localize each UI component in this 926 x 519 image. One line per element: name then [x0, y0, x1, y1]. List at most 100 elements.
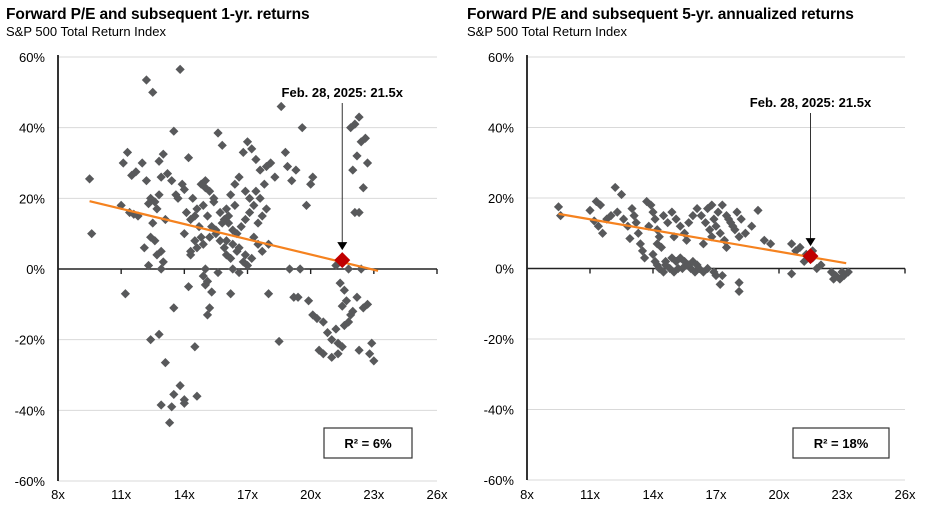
data-point	[257, 246, 267, 256]
data-point	[629, 211, 639, 221]
data-point	[369, 356, 379, 366]
r2-label: R² = 18%	[814, 436, 869, 451]
data-point	[352, 151, 362, 161]
data-point	[650, 256, 660, 267]
data-point	[598, 228, 608, 238]
data-point	[766, 239, 776, 249]
data-point	[633, 228, 643, 238]
data-point	[640, 253, 650, 263]
data-point	[707, 200, 717, 210]
chart-panel-1yr: Forward P/E and subsequent 1-yr. returns…	[6, 6, 310, 39]
data-point	[169, 389, 179, 400]
data-point	[654, 232, 664, 242]
data-point	[312, 313, 322, 324]
data-point	[221, 204, 232, 214]
data-point	[240, 250, 250, 260]
data-point	[118, 158, 128, 168]
data-point	[759, 235, 769, 245]
y-tick-label: -60%	[484, 473, 515, 488]
data-point	[831, 270, 841, 281]
data-point	[341, 296, 352, 306]
data-point	[226, 190, 236, 200]
data-point	[646, 200, 656, 210]
data-point	[198, 239, 208, 249]
data-point	[146, 335, 156, 345]
data-point	[354, 207, 364, 218]
data-point	[740, 228, 750, 238]
data-point	[205, 303, 215, 313]
annotation-label: Feb. 28, 2025: 21.5x	[750, 95, 872, 110]
data-point	[631, 218, 641, 228]
data-point	[692, 260, 702, 270]
data-point	[150, 236, 160, 246]
data-point	[698, 239, 708, 249]
data-point	[728, 221, 738, 231]
data-point	[352, 292, 362, 302]
data-point	[337, 342, 347, 352]
data-point	[207, 287, 217, 297]
data-point	[120, 289, 130, 299]
x-tick-label: 11x	[111, 487, 131, 502]
data-point	[179, 398, 189, 408]
data-point	[205, 232, 215, 242]
data-point	[619, 214, 629, 224]
current-valuation-marker	[334, 252, 351, 269]
data-point	[183, 282, 194, 292]
data-point	[667, 253, 677, 263]
data-point	[648, 207, 658, 217]
data-point	[661, 256, 671, 267]
data-point	[137, 158, 147, 168]
x-tick-label: 8x	[520, 487, 534, 502]
x-tick-label: 14x	[643, 487, 664, 502]
data-point	[223, 211, 234, 221]
data-point	[219, 243, 229, 253]
data-point	[131, 167, 141, 177]
data-point	[610, 182, 620, 193]
data-point	[658, 211, 669, 221]
data-point	[339, 285, 349, 295]
data-point	[84, 174, 95, 184]
data-point	[721, 242, 732, 252]
data-point	[318, 349, 328, 359]
data-point	[122, 147, 133, 157]
data-point	[242, 260, 253, 271]
data-point	[192, 204, 202, 214]
data-point	[616, 189, 627, 200]
data-point	[226, 253, 236, 263]
data-point	[348, 165, 358, 175]
data-point	[181, 207, 192, 218]
data-point	[696, 211, 706, 221]
data-point	[245, 193, 255, 203]
data-point	[200, 264, 210, 274]
data-point	[675, 221, 685, 231]
data-point	[652, 239, 662, 249]
data-point	[669, 267, 679, 277]
data-point	[169, 303, 179, 313]
y-tick-label: -60%	[15, 474, 46, 489]
data-point	[346, 123, 356, 133]
data-point	[318, 317, 328, 327]
data-point	[240, 214, 250, 225]
data-point	[337, 301, 347, 311]
data-point	[287, 176, 297, 186]
data-point	[303, 296, 314, 306]
data-point	[688, 211, 698, 221]
data-point	[837, 267, 847, 277]
data-point	[261, 204, 272, 214]
data-point	[591, 196, 601, 207]
data-point	[234, 172, 244, 182]
data-point	[152, 250, 162, 260]
data-point	[255, 193, 265, 203]
data-point	[87, 229, 97, 239]
data-point	[709, 267, 719, 277]
r2-label: R² = 6%	[344, 436, 392, 451]
data-point	[717, 270, 727, 281]
data-point	[295, 264, 305, 274]
data-point	[270, 172, 280, 182]
x-tick-label: 20x	[300, 487, 321, 502]
data-point	[732, 207, 742, 217]
data-point	[228, 264, 238, 274]
data-point	[162, 169, 173, 179]
data-point	[245, 207, 255, 218]
annotation-label: Feb. 28, 2025: 21.5x	[282, 85, 404, 100]
